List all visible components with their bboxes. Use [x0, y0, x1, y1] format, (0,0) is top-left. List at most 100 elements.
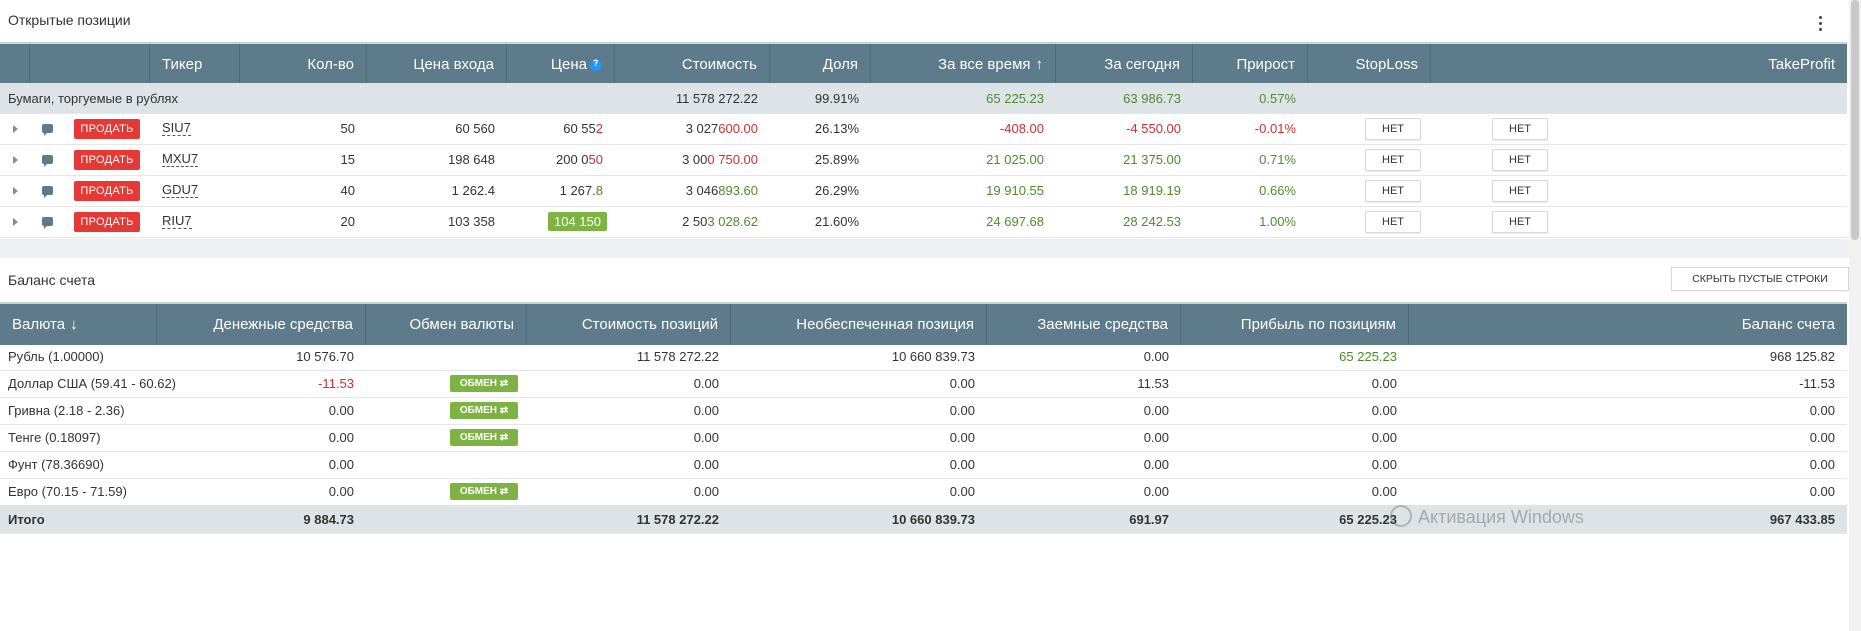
- all-time: -408.00: [999, 121, 1044, 136]
- cash: 0.00: [328, 484, 354, 499]
- cash: 0.00: [328, 403, 354, 418]
- today: 21 375.00: [1123, 152, 1181, 167]
- total-balance: 967 433.85: [1769, 511, 1835, 527]
- stoploss-button[interactable]: НЕТ: [1365, 179, 1421, 202]
- sell-button[interactable]: ПРОДАТЬ: [74, 149, 140, 170]
- sell-button[interactable]: ПРОДАТЬ: [74, 118, 140, 139]
- exchange-button[interactable]: ОБМЕН ⇄: [450, 483, 518, 500]
- col-growth[interactable]: Прирост: [1193, 44, 1308, 85]
- stoploss-button[interactable]: НЕТ: [1365, 148, 1421, 171]
- group-row[interactable]: Бумаги, торгуемые в рублях 11 578 272.22…: [0, 83, 1847, 114]
- windows-key-icon: [1390, 505, 1412, 527]
- vertical-scrollbar[interactable]: [1849, 0, 1861, 631]
- comment-icon[interactable]: [30, 144, 65, 175]
- price: 200 0 50: [555, 152, 603, 167]
- col-qty[interactable]: Кол-во: [240, 44, 367, 85]
- takeprofit-button[interactable]: НЕТ: [1492, 117, 1548, 140]
- expand-caret-icon[interactable]: [0, 175, 30, 206]
- positions-value: 0.00: [693, 430, 719, 445]
- col-entry-price[interactable]: Цена входа: [367, 44, 507, 85]
- position-row[interactable]: ПРОДАТЬ RIU7 20 103 358 104 150 2 50 3 02…: [0, 206, 1847, 238]
- expand-caret-icon[interactable]: [0, 144, 30, 175]
- exchange-button[interactable]: ОБМЕН ⇄: [450, 375, 518, 392]
- group-label: Бумаги, торгуемые в рублях: [8, 90, 178, 106]
- col-cash[interactable]: Денежные средства: [157, 304, 366, 345]
- col-balance[interactable]: Баланс счета: [1741, 316, 1835, 333]
- col-price[interactable]: Цена: [507, 44, 615, 85]
- total-positions-value: 11 578 272.22: [636, 511, 719, 527]
- balance: 0.00: [1809, 484, 1835, 499]
- stoploss-button[interactable]: НЕТ: [1365, 210, 1421, 233]
- price: 104 150: [507, 206, 615, 237]
- expand-caret-icon[interactable]: [0, 113, 30, 144]
- group-growth: 0.57%: [1259, 90, 1296, 106]
- uncovered: 0.00: [949, 484, 975, 499]
- uncovered: 0.00: [949, 403, 975, 418]
- balance: 0.00: [1809, 457, 1835, 472]
- info-icon[interactable]: [590, 58, 602, 71]
- takeprofit-button[interactable]: НЕТ: [1492, 179, 1548, 202]
- col-uncovered[interactable]: Необеспеченная позиция: [731, 304, 987, 345]
- positions-value: 0.00: [693, 376, 719, 391]
- col-value[interactable]: Стоимость: [615, 44, 770, 85]
- growth: -0.01%: [1254, 121, 1296, 136]
- expand-caret-icon[interactable]: [0, 206, 30, 237]
- col-borrowed[interactable]: Заемные средства: [987, 304, 1181, 345]
- ticker-link[interactable]: MXU7: [162, 151, 199, 167]
- sell-button[interactable]: ПРОДАТЬ: [74, 180, 140, 201]
- comment-icon[interactable]: [30, 175, 65, 206]
- price-highlight: 104 150: [548, 212, 607, 231]
- comment-icon[interactable]: [30, 113, 65, 144]
- value: 2 50 3 028.62: [682, 214, 758, 229]
- qty: 50: [340, 121, 355, 136]
- balance-title: Баланс счета: [8, 272, 96, 288]
- growth: 0.66%: [1259, 183, 1296, 198]
- exchange-button[interactable]: ОБМЕН ⇄: [450, 402, 518, 419]
- takeprofit-button[interactable]: НЕТ: [1492, 148, 1548, 171]
- section-separator: [0, 239, 1861, 258]
- value: 3 046 893.60: [685, 183, 758, 198]
- comment-icon[interactable]: [30, 206, 65, 237]
- total-row: Итого 9 884.73 11 578 272.22 10 660 839.…: [0, 505, 1847, 534]
- total-label: Итого: [8, 511, 45, 527]
- currency: Тенге (0.18097): [8, 430, 101, 445]
- hide-empty-rows-button[interactable]: СКРЫТЬ ПУСТЫЕ СТРОКИ: [1671, 267, 1849, 291]
- positions-title: Открытые позиции: [8, 12, 131, 28]
- sell-button[interactable]: ПРОДАТЬ: [74, 211, 140, 232]
- group-today: 63 986.73: [1123, 90, 1181, 106]
- share: 21.60%: [814, 214, 859, 229]
- all-time: 19 910.55: [986, 183, 1044, 198]
- col-positions-value[interactable]: Стоимость позиций: [527, 304, 731, 345]
- takeprofit-button[interactable]: НЕТ: [1492, 210, 1548, 233]
- more-menu-icon[interactable]: [1818, 16, 1824, 34]
- col-ticker[interactable]: Тикер: [150, 44, 240, 85]
- scrollbar-thumb[interactable]: [1851, 0, 1859, 240]
- ticker-link[interactable]: SIU7: [162, 120, 191, 136]
- ticker-link[interactable]: GDU7: [162, 182, 199, 198]
- col-profit[interactable]: Прибыль по позициям: [1181, 304, 1409, 345]
- borrowed: 0.00: [1143, 430, 1169, 445]
- profit: 0.00: [1371, 430, 1397, 445]
- stoploss-button[interactable]: НЕТ: [1365, 117, 1421, 140]
- col-currency-label: Валюта: [12, 316, 66, 333]
- balance-row: Доллар США (59.41 - 60.62) -11.53 ОБМЕН …: [0, 370, 1847, 398]
- profit: 0.00: [1371, 484, 1397, 499]
- uncovered: 10 660 839.73: [891, 349, 975, 364]
- col-all-time[interactable]: За все время ↑: [871, 44, 1056, 85]
- positions-value: 0.00: [693, 403, 719, 418]
- currency: Рубль (1.00000): [8, 349, 104, 364]
- today: 28 242.53: [1123, 214, 1181, 229]
- total-profit: 65 225.23: [1339, 511, 1397, 527]
- ticker-link[interactable]: RIU7: [162, 213, 192, 229]
- position-row[interactable]: ПРОДАТЬ MXU7 15 198 648 200 0 50 3 00 0 75…: [0, 144, 1847, 176]
- col-exchange[interactable]: Обмен валюты: [366, 304, 527, 345]
- col-today[interactable]: За сегодня: [1056, 44, 1193, 85]
- col-share[interactable]: Доля: [770, 44, 871, 85]
- position-row[interactable]: ПРОДАТЬ GDU7 40 1 262.4 1 267. 8 3 046 89…: [0, 175, 1847, 207]
- col-currency[interactable]: Валюта ↓: [0, 304, 157, 345]
- col-takeprofit[interactable]: TakeProfit: [1768, 56, 1835, 73]
- col-stoploss[interactable]: StopLoss: [1308, 44, 1431, 85]
- qty: 40: [340, 183, 355, 198]
- position-row[interactable]: ПРОДАТЬ SIU7 50 60 560 60 55 2 3 027 600.…: [0, 113, 1847, 145]
- exchange-button[interactable]: ОБМЕН ⇄: [450, 429, 518, 446]
